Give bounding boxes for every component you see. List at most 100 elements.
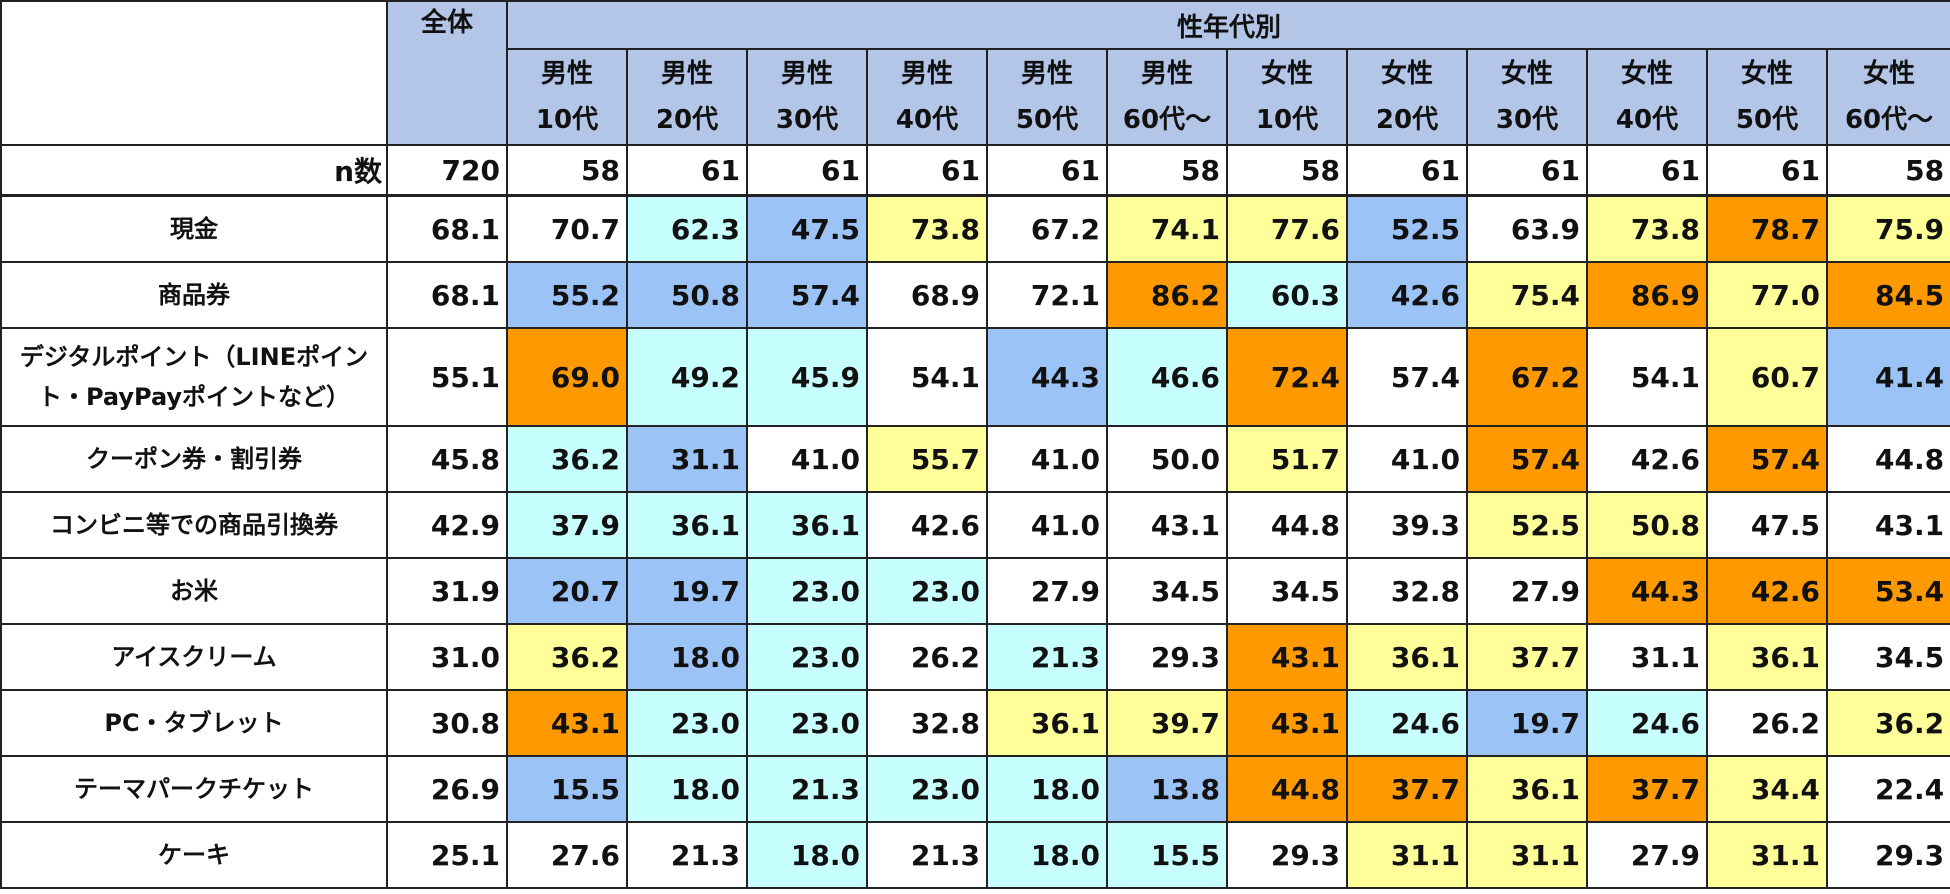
value-cell: 36.1 bbox=[986, 689, 1108, 757]
column-header-age: 40代 bbox=[1615, 105, 1679, 135]
column-header: 男性 20代 bbox=[626, 48, 748, 146]
n-value-cell: 58 bbox=[1226, 144, 1348, 197]
n-value-cell: 58 bbox=[506, 144, 628, 197]
value-cell: 13.8 bbox=[1106, 755, 1228, 823]
value-cell: 18.0 bbox=[986, 755, 1108, 823]
table-row: デジタルポイント（LINEポイント・PayPayポイントなど） 55.1 69.0 4… bbox=[0, 327, 1950, 427]
value-cell: 31.1 bbox=[1706, 821, 1828, 889]
value-cell: 73.8 bbox=[1586, 194, 1708, 263]
value-cell: 19.7 bbox=[1466, 689, 1588, 757]
value-cell: 42.6 bbox=[1706, 557, 1828, 625]
value-cell: 18.0 bbox=[986, 821, 1108, 889]
table-row: PC・タブレット 30.8 43.1 23.0 23.0 32.8 36.1 39.7 43.1… bbox=[0, 689, 1950, 757]
corner-cell bbox=[0, 0, 388, 146]
value-cell: 37.7 bbox=[1466, 623, 1588, 691]
value-cell: 41.4 bbox=[1825, 327, 1950, 427]
n-value-cell: 720 bbox=[386, 144, 508, 197]
value-cell: 57.4 bbox=[1346, 327, 1468, 427]
value-cell: 74.1 bbox=[1106, 194, 1228, 263]
table-row: お米 31.9 20.7 19.7 23.0 23.0 27.9 34.5 34.5 32.8 27… bbox=[0, 557, 1950, 625]
value-cell: 26.2 bbox=[866, 623, 988, 691]
value-cell: 42.9 bbox=[386, 491, 508, 559]
value-cell: 52.5 bbox=[1346, 194, 1468, 263]
value-cell: 62.3 bbox=[626, 194, 748, 263]
column-header-gender: 男性 bbox=[900, 59, 953, 89]
value-cell: 47.5 bbox=[746, 194, 868, 263]
value-cell: 43.1 bbox=[1825, 491, 1950, 559]
column-header-age: 10代 bbox=[535, 105, 599, 135]
value-cell: 20.7 bbox=[506, 557, 628, 625]
value-cell: 67.2 bbox=[1466, 327, 1588, 427]
value-cell: 49.2 bbox=[626, 327, 748, 427]
row-label: クーポン券・割引券 bbox=[0, 425, 388, 493]
value-cell: 84.5 bbox=[1825, 261, 1950, 329]
value-cell: 68.1 bbox=[386, 261, 508, 329]
column-header-gender: 女性 bbox=[1260, 59, 1313, 89]
value-cell: 41.0 bbox=[746, 425, 868, 493]
value-cell: 23.0 bbox=[746, 557, 868, 625]
n-value-cell: 61 bbox=[866, 144, 988, 197]
column-header: 女性 40代 bbox=[1586, 48, 1708, 146]
column-header-gender: 女性 bbox=[1380, 59, 1433, 89]
value-cell: 43.1 bbox=[1226, 689, 1348, 757]
value-cell: 21.3 bbox=[986, 623, 1108, 691]
column-header-gender: 男性 bbox=[1140, 59, 1193, 89]
value-cell: 41.0 bbox=[1346, 425, 1468, 493]
column-header: 男性 30代 bbox=[746, 48, 868, 146]
value-cell: 86.2 bbox=[1106, 261, 1228, 329]
table-row: クーポン券・割引券 45.8 36.2 31.1 41.0 55.7 41.0 50.0 51.… bbox=[0, 425, 1950, 493]
n-value-cell: 61 bbox=[1706, 144, 1828, 197]
column-header-gender: 女性 bbox=[1500, 59, 1553, 89]
value-cell: 23.0 bbox=[746, 689, 868, 757]
value-cell: 24.6 bbox=[1586, 689, 1708, 757]
value-cell: 36.2 bbox=[506, 425, 628, 493]
total-column-header: 全体 bbox=[386, 0, 508, 146]
column-header-age: 30代 bbox=[1495, 105, 1559, 135]
row-label: テーマパークチケット bbox=[0, 755, 388, 823]
value-cell: 29.3 bbox=[1825, 821, 1950, 889]
value-cell: 37.7 bbox=[1346, 755, 1468, 823]
column-header: 女性 50代 bbox=[1706, 48, 1828, 146]
value-cell: 24.6 bbox=[1346, 689, 1468, 757]
value-cell: 23.0 bbox=[626, 689, 748, 757]
column-header: 男性 60代〜 bbox=[1106, 48, 1228, 146]
column-header-age: 40代 bbox=[895, 105, 959, 135]
column-header-age: 50代 bbox=[1015, 105, 1079, 135]
value-cell: 36.1 bbox=[626, 491, 748, 559]
value-cell: 63.9 bbox=[1466, 194, 1588, 263]
value-cell: 46.6 bbox=[1106, 327, 1228, 427]
value-cell: 70.7 bbox=[506, 194, 628, 263]
table-row: テーマパークチケット 26.9 15.5 18.0 21.3 23.0 18.0 13.8 44… bbox=[0, 755, 1950, 823]
column-header-gender: 男性 bbox=[540, 59, 593, 89]
value-cell: 36.2 bbox=[1825, 689, 1950, 757]
value-cell: 57.4 bbox=[1466, 425, 1588, 493]
value-cell: 34.5 bbox=[1825, 623, 1950, 691]
value-cell: 60.7 bbox=[1706, 327, 1828, 427]
n-label: n数 bbox=[0, 144, 388, 197]
value-cell: 23.0 bbox=[866, 557, 988, 625]
column-header-age: 50代 bbox=[1735, 105, 1799, 135]
value-cell: 45.8 bbox=[386, 425, 508, 493]
value-cell: 75.9 bbox=[1825, 194, 1950, 263]
value-cell: 47.5 bbox=[1706, 491, 1828, 559]
value-cell: 18.0 bbox=[626, 623, 748, 691]
n-value-cell: 58 bbox=[1106, 144, 1228, 197]
n-value-cell: 61 bbox=[746, 144, 868, 197]
value-cell: 60.3 bbox=[1226, 261, 1348, 329]
column-header: 男性 40代 bbox=[866, 48, 988, 146]
value-cell: 42.6 bbox=[866, 491, 988, 559]
n-value-cell: 61 bbox=[986, 144, 1108, 197]
value-cell: 31.1 bbox=[1346, 821, 1468, 889]
value-cell: 34.5 bbox=[1226, 557, 1348, 625]
value-cell: 45.9 bbox=[746, 327, 868, 427]
value-cell: 27.9 bbox=[986, 557, 1108, 625]
value-cell: 23.0 bbox=[866, 755, 988, 823]
table-row: 現金 68.1 70.7 62.3 47.5 73.8 67.2 74.1 77.6 52.5 63… bbox=[0, 194, 1950, 263]
value-cell: 41.0 bbox=[986, 491, 1108, 559]
row-label: ケーキ bbox=[0, 821, 388, 889]
value-cell: 36.1 bbox=[1706, 623, 1828, 691]
value-cell: 72.1 bbox=[986, 261, 1108, 329]
value-cell: 31.1 bbox=[626, 425, 748, 493]
column-header-age: 10代 bbox=[1255, 105, 1319, 135]
value-cell: 22.4 bbox=[1825, 755, 1950, 823]
